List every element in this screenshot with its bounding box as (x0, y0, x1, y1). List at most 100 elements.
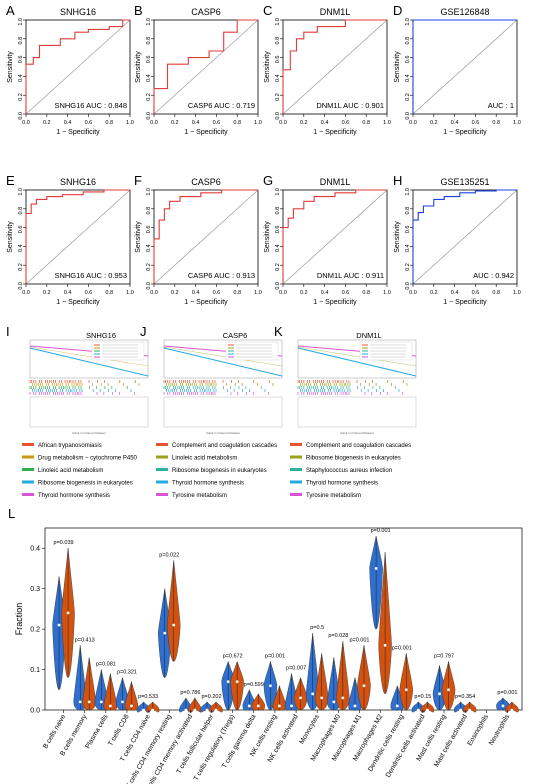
y-tick-label: 0.2 (18, 93, 24, 101)
x-tick-label: 0.0 (279, 120, 287, 126)
p-value-label: p=0.354 (455, 694, 475, 700)
y-tick-label: 0.8 (405, 37, 411, 45)
y-tick-label: 0.0 (18, 282, 24, 290)
roc-curve (153, 189, 258, 284)
panel-letter-D: D (393, 3, 402, 18)
y-tick-label: 1.0 (405, 188, 411, 196)
y-tick-label: 0.4 (405, 74, 411, 82)
violin-group2-median (108, 704, 112, 708)
y-axis-label: Sensitivity (264, 51, 271, 83)
x-tick-label: 1.0 (383, 290, 391, 296)
violin-group2-median (425, 708, 429, 712)
category-label: Eosinophils (467, 713, 491, 747)
violin-group1-median (501, 704, 505, 708)
x-tick-label: 1.0 (513, 290, 521, 296)
y-tick-label: 0.0 (146, 282, 152, 290)
legend-swatch (290, 468, 302, 471)
legend-swatch (22, 455, 34, 459)
roc-title: CASP6 (191, 177, 221, 187)
violin-group1-median (395, 704, 399, 708)
y-tick-label: 0.4 (275, 244, 281, 252)
x-tick-label: 1.0 (254, 290, 262, 296)
auc-label: CASP6 AUC : 0.913 (188, 271, 255, 280)
y-tick-label: 0.6 (275, 226, 281, 234)
auc-label: DNM1L AUC : 0.911 (317, 271, 384, 280)
x-tick-label: 0.0 (150, 290, 158, 296)
roc-title: GSE135251 (440, 177, 489, 187)
legend-label: Tyrosine metabolism (172, 493, 227, 499)
p-value-label: p=0.022 (159, 552, 179, 558)
p-value-label: p=0.039 (54, 540, 74, 546)
gsea-es-line (29, 346, 149, 367)
p-value-label: p=0.081 (96, 662, 116, 668)
x-tick-label: 0.4 (64, 120, 72, 126)
y-tick-label: 0.8 (405, 207, 411, 215)
p-value-label: p=0.001 (392, 645, 412, 651)
gsea-es-frame (163, 339, 283, 379)
category-label: T cells CD8 (107, 713, 131, 747)
violin-group1-median (99, 700, 103, 704)
x-axis-label: 1 − Specificity (313, 299, 357, 306)
x-tick-label: 0.2 (430, 120, 438, 126)
y-tick-label: 0.6 (18, 226, 24, 234)
legend-label: Linoleic acid metabolism (172, 456, 237, 462)
y-tick-label: 0.0 (405, 112, 411, 120)
x-tick-label: 0.8 (492, 290, 500, 296)
gsea-footer: Rank in Ordered Dataset (340, 431, 373, 435)
x-tick-label: 0.8 (233, 120, 241, 126)
gsea-footer: Rank in Ordered Dataset (72, 431, 105, 435)
violin-group1-median (438, 692, 441, 696)
p-value-label: p=0.001 (497, 690, 517, 696)
panel-letter-G: G (263, 173, 273, 188)
y-tick-label: 0.4 (146, 244, 152, 252)
legend-swatch (290, 443, 302, 446)
violin-group2-median (214, 708, 218, 712)
y-tick-label: 0.6 (405, 226, 411, 234)
roc-diagonal (412, 19, 518, 115)
violin-group2-median (362, 684, 366, 688)
roc-curve (25, 189, 130, 284)
y-axis-label: Sensitivity (394, 51, 401, 83)
gsea-title: SNHG16 (86, 331, 116, 340)
x-tick-label: 0.0 (150, 120, 158, 126)
y-tick-label: 1.0 (405, 18, 411, 26)
auc-label: AUC : 1 (488, 101, 514, 110)
x-tick-label: 0.6 (213, 120, 221, 126)
legend-label: Ribosome biogenesis in eukaryotes (306, 456, 401, 462)
gsea-ranked-frame (163, 396, 283, 428)
violin-group1-median (374, 567, 378, 570)
y-tick-label: 0.0 (275, 282, 281, 290)
legend-swatch (156, 455, 168, 459)
y-tick-label: 1.0 (18, 18, 24, 26)
x-tick-label: 0.0 (22, 120, 30, 126)
x-axis-label: 1 − Specificity (56, 299, 100, 306)
violin-group2-median (404, 688, 408, 692)
legend-label: Staphylococcus aureus infection (306, 468, 392, 474)
y-tick-label: 0.6 (275, 56, 281, 64)
legend-label: Thyroid hormone synthesis (38, 493, 110, 499)
y-tick-label: 0.0 (18, 112, 24, 120)
violin-group2-median (66, 611, 70, 615)
violin-group1-median (205, 708, 209, 712)
violin-group1-median (459, 708, 463, 712)
y-tick-label: 0.8 (146, 207, 152, 215)
roc-diagonal (153, 19, 259, 115)
gsea-title: DNM1L (356, 331, 381, 340)
p-value-label: p=0.599 (244, 682, 264, 688)
x-tick-label: 1.0 (383, 120, 391, 126)
y-tick-label: 0.3 (30, 586, 40, 593)
x-tick-label: 0.4 (64, 290, 72, 296)
roc-diagonal (412, 189, 518, 285)
violin-group2-median (383, 643, 387, 647)
p-value-label: p=0.001 (371, 528, 391, 534)
violin-group1-median (121, 700, 124, 704)
violin-group2-median (278, 704, 281, 708)
x-axis-label: 1 − Specificity (313, 129, 357, 136)
legend-swatch (156, 493, 168, 496)
y-tick-label: 1.0 (146, 188, 152, 196)
violin-group2-median (468, 708, 472, 712)
y-tick-label: 0.2 (275, 263, 281, 271)
legend-label: Ribosome biogenesis in eukaryotes (38, 481, 133, 487)
panel-letter-C: C (263, 3, 272, 18)
